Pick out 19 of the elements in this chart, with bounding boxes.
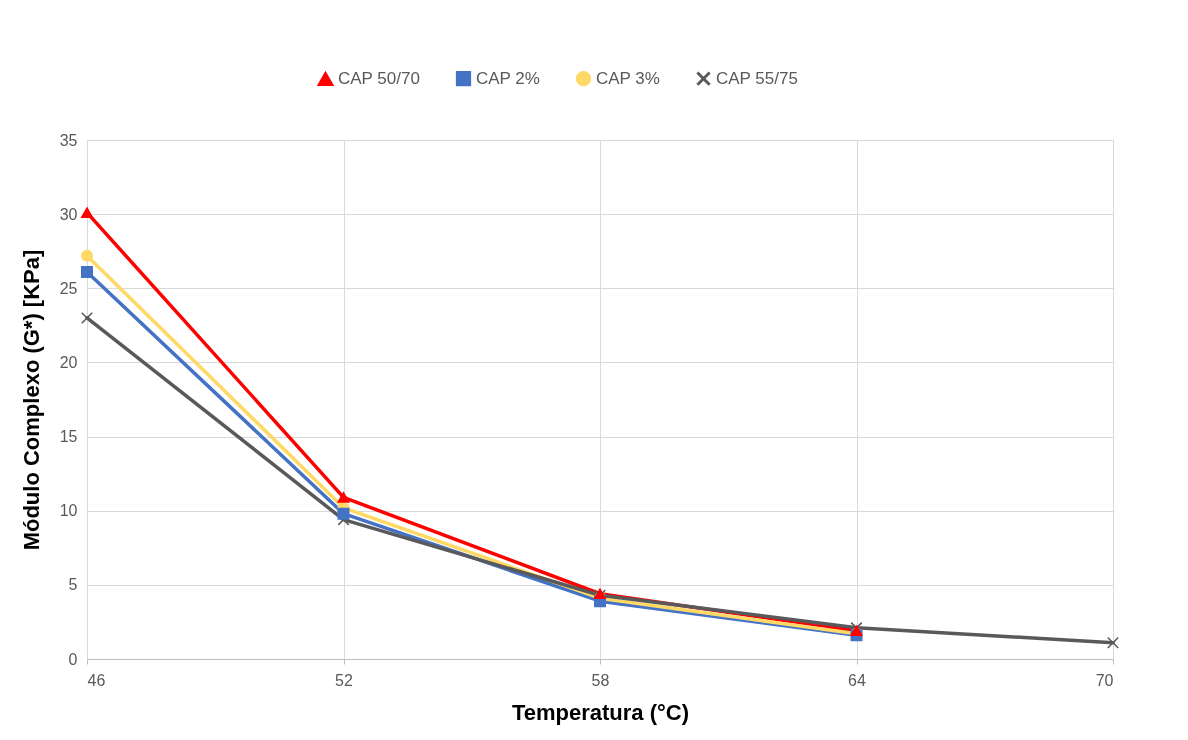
x-tick-label: 70 [1095, 671, 1114, 689]
x-tick-label: 46 [87, 671, 106, 689]
y-tick-label: 0 [68, 650, 78, 668]
y-tick-label: 15 [59, 428, 78, 446]
legend-label: CAP 2% [476, 68, 540, 88]
x-axis-title: Temperatura (°C) [511, 699, 690, 725]
x-tick-label: 64 [848, 671, 866, 689]
legend-label: CAP 55/75 [716, 68, 798, 88]
y-axis-title: Módulo Complexo (G*) [KPa] [18, 249, 44, 551]
y-tick-label: 20 [59, 353, 78, 371]
x-tick-label: 58 [591, 671, 610, 689]
legend-label: CAP 50/70 [338, 69, 420, 89]
y-tick-label: 10 [59, 502, 78, 520]
legend-label: CAP 3% [596, 68, 660, 88]
y-tick-label: 25 [59, 279, 78, 297]
y-tick-label: 5 [68, 576, 78, 594]
x-tick-label: 52 [335, 671, 353, 689]
y-tick-label: 35 [59, 131, 78, 149]
y-tick-label: 30 [59, 205, 78, 223]
